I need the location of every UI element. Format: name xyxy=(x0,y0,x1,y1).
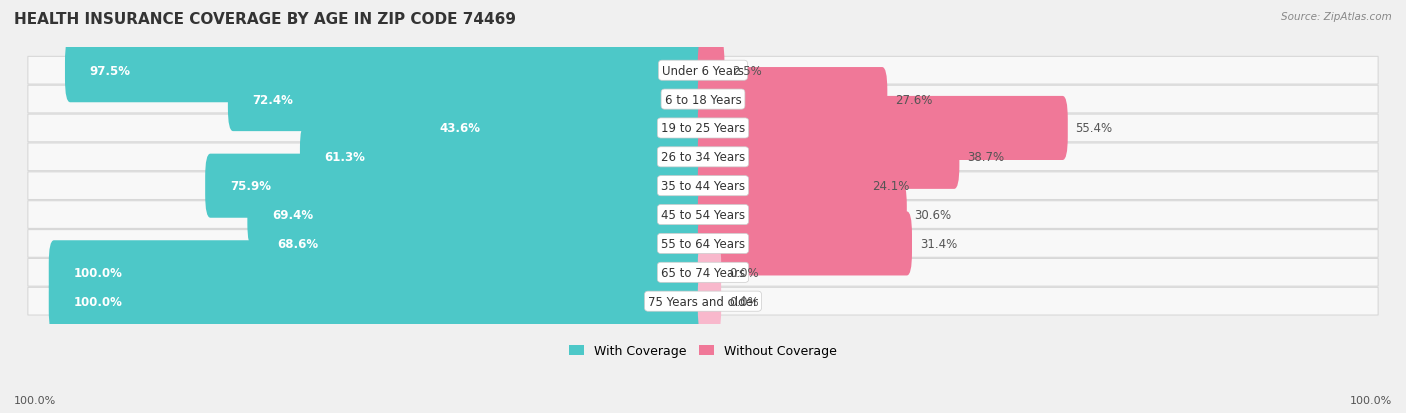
Legend: With Coverage, Without Coverage: With Coverage, Without Coverage xyxy=(564,339,842,363)
Text: 100.0%: 100.0% xyxy=(73,266,122,279)
Text: 0.0%: 0.0% xyxy=(728,266,759,279)
Text: 24.1%: 24.1% xyxy=(872,180,910,193)
FancyBboxPatch shape xyxy=(28,201,1378,229)
FancyBboxPatch shape xyxy=(28,287,1378,315)
Text: 27.6%: 27.6% xyxy=(896,93,932,106)
FancyBboxPatch shape xyxy=(205,154,709,218)
FancyBboxPatch shape xyxy=(697,68,887,132)
Text: 19 to 25 Years: 19 to 25 Years xyxy=(661,122,745,135)
FancyBboxPatch shape xyxy=(697,97,1067,161)
FancyBboxPatch shape xyxy=(697,269,721,333)
Text: 26 to 34 Years: 26 to 34 Years xyxy=(661,151,745,164)
Text: 31.4%: 31.4% xyxy=(920,237,957,250)
FancyBboxPatch shape xyxy=(28,86,1378,114)
FancyBboxPatch shape xyxy=(697,212,912,276)
FancyBboxPatch shape xyxy=(28,144,1378,171)
Text: 43.6%: 43.6% xyxy=(440,122,481,135)
FancyBboxPatch shape xyxy=(697,183,907,247)
FancyBboxPatch shape xyxy=(49,241,709,305)
Text: 45 to 54 Years: 45 to 54 Years xyxy=(661,209,745,221)
Text: 100.0%: 100.0% xyxy=(73,295,122,308)
FancyBboxPatch shape xyxy=(697,241,721,305)
FancyBboxPatch shape xyxy=(28,230,1378,258)
Text: 75 Years and older: 75 Years and older xyxy=(648,295,758,308)
Text: HEALTH INSURANCE COVERAGE BY AGE IN ZIP CODE 74469: HEALTH INSURANCE COVERAGE BY AGE IN ZIP … xyxy=(14,12,516,27)
FancyBboxPatch shape xyxy=(28,57,1378,85)
Text: 30.6%: 30.6% xyxy=(914,209,952,221)
FancyBboxPatch shape xyxy=(28,172,1378,200)
FancyBboxPatch shape xyxy=(247,183,709,247)
Text: 38.7%: 38.7% xyxy=(967,151,1004,164)
Text: Under 6 Years: Under 6 Years xyxy=(662,64,744,78)
FancyBboxPatch shape xyxy=(697,154,865,218)
FancyBboxPatch shape xyxy=(415,97,709,161)
Text: 100.0%: 100.0% xyxy=(1350,395,1392,405)
FancyBboxPatch shape xyxy=(28,259,1378,287)
Text: 55 to 64 Years: 55 to 64 Years xyxy=(661,237,745,250)
Text: 55.4%: 55.4% xyxy=(1076,122,1112,135)
FancyBboxPatch shape xyxy=(299,126,709,190)
Text: 75.9%: 75.9% xyxy=(229,180,271,193)
FancyBboxPatch shape xyxy=(65,39,709,103)
FancyBboxPatch shape xyxy=(697,39,724,103)
FancyBboxPatch shape xyxy=(697,126,959,190)
FancyBboxPatch shape xyxy=(228,68,709,132)
Text: 68.6%: 68.6% xyxy=(277,237,318,250)
FancyBboxPatch shape xyxy=(28,115,1378,142)
Text: 97.5%: 97.5% xyxy=(90,64,131,78)
Text: 72.4%: 72.4% xyxy=(253,93,294,106)
Text: 0.0%: 0.0% xyxy=(728,295,759,308)
Text: Source: ZipAtlas.com: Source: ZipAtlas.com xyxy=(1281,12,1392,22)
Text: 100.0%: 100.0% xyxy=(14,395,56,405)
Text: 61.3%: 61.3% xyxy=(325,151,366,164)
Text: 35 to 44 Years: 35 to 44 Years xyxy=(661,180,745,193)
Text: 69.4%: 69.4% xyxy=(271,209,314,221)
Text: 65 to 74 Years: 65 to 74 Years xyxy=(661,266,745,279)
FancyBboxPatch shape xyxy=(253,212,709,276)
Text: 2.5%: 2.5% xyxy=(733,64,762,78)
Text: 6 to 18 Years: 6 to 18 Years xyxy=(665,93,741,106)
FancyBboxPatch shape xyxy=(49,269,709,333)
